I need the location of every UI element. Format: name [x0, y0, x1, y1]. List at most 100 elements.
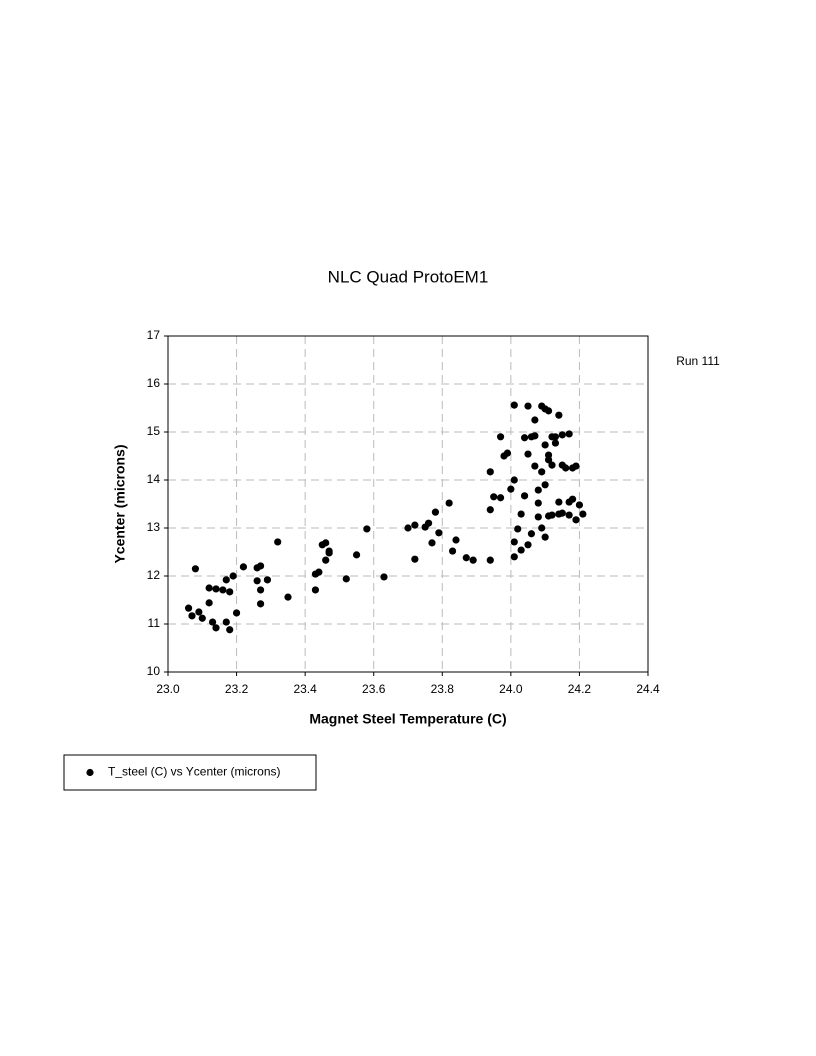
point [232, 609, 241, 617]
point [575, 501, 584, 509]
point [579, 510, 587, 518]
point [503, 449, 512, 457]
point [191, 565, 200, 573]
point [208, 618, 217, 626]
point [486, 468, 494, 476]
point [496, 433, 505, 441]
point [541, 481, 549, 489]
point [572, 516, 580, 524]
point [195, 608, 203, 616]
point [520, 434, 529, 442]
point [380, 573, 388, 581]
point [558, 431, 566, 439]
point [253, 577, 261, 585]
point [517, 510, 525, 518]
point [462, 554, 470, 562]
point [568, 495, 577, 503]
point [222, 618, 230, 626]
point [544, 451, 553, 459]
point [524, 541, 532, 549]
point [325, 549, 333, 557]
y-tick-label: 13 [147, 520, 161, 534]
point [541, 441, 549, 449]
x-tick-label: 23.8 [431, 682, 455, 696]
point [548, 511, 556, 519]
point [510, 476, 518, 484]
point [562, 464, 570, 472]
point [239, 563, 248, 571]
point [435, 529, 443, 537]
y-tick-label: 16 [147, 376, 161, 390]
point [219, 586, 227, 594]
point [322, 539, 330, 547]
point [558, 509, 566, 517]
point [486, 556, 494, 564]
point [551, 433, 560, 441]
legend-box [63, 754, 317, 791]
chart-title: NLC Quad ProtoEM1 [328, 267, 489, 286]
x-tick-label: 23.0 [156, 682, 180, 696]
point [514, 525, 522, 533]
y-tick-label: 14 [147, 472, 161, 486]
point [510, 401, 518, 409]
x-tick-label: 24.2 [568, 682, 592, 696]
point [229, 572, 237, 580]
point [263, 576, 272, 584]
x-tick-label: 24.0 [499, 682, 523, 696]
y-axis-label: Ycenter (microns) [112, 444, 128, 563]
point [486, 506, 494, 514]
point [534, 486, 542, 494]
point [256, 586, 265, 594]
point [572, 462, 580, 470]
point [188, 612, 196, 620]
legend-label: T_steel (C) vs Ycenter (microns) [108, 765, 280, 779]
point [363, 525, 371, 533]
legend-marker [86, 768, 94, 777]
point [538, 524, 546, 532]
point [544, 407, 553, 415]
point [315, 568, 323, 576]
point [507, 485, 515, 493]
point [517, 546, 525, 554]
point [534, 499, 542, 507]
point [411, 521, 419, 529]
point [322, 556, 330, 564]
point [184, 604, 193, 612]
x-tick-label: 23.4 [293, 682, 317, 696]
point [524, 402, 532, 410]
point [198, 614, 206, 622]
point [428, 539, 436, 547]
y-tick-label: 12 [147, 568, 161, 582]
point [551, 439, 560, 447]
point [555, 411, 563, 419]
point [565, 511, 573, 519]
point [496, 494, 505, 502]
y-tick-label: 10 [147, 664, 161, 678]
point [226, 626, 234, 634]
point [531, 462, 539, 470]
point [541, 533, 549, 541]
point [524, 450, 532, 458]
point [256, 600, 265, 608]
point [222, 576, 230, 584]
point [510, 538, 518, 546]
x-axis-label: Magnet Steel Temperature (C) [309, 711, 506, 727]
y-tick-label: 15 [147, 424, 161, 438]
annotation: Run 111 [676, 354, 720, 368]
point [538, 468, 546, 476]
point [548, 461, 556, 469]
point [424, 519, 433, 527]
point [411, 555, 419, 563]
point [212, 624, 220, 632]
point [531, 432, 539, 440]
point [342, 575, 350, 583]
x-tick-label: 23.6 [362, 682, 386, 696]
y-tick-label: 11 [148, 616, 161, 630]
point [448, 547, 457, 555]
point [212, 585, 220, 593]
point [226, 588, 234, 596]
y-tick-label: 17 [147, 328, 161, 342]
point [520, 492, 529, 500]
point [531, 416, 539, 424]
